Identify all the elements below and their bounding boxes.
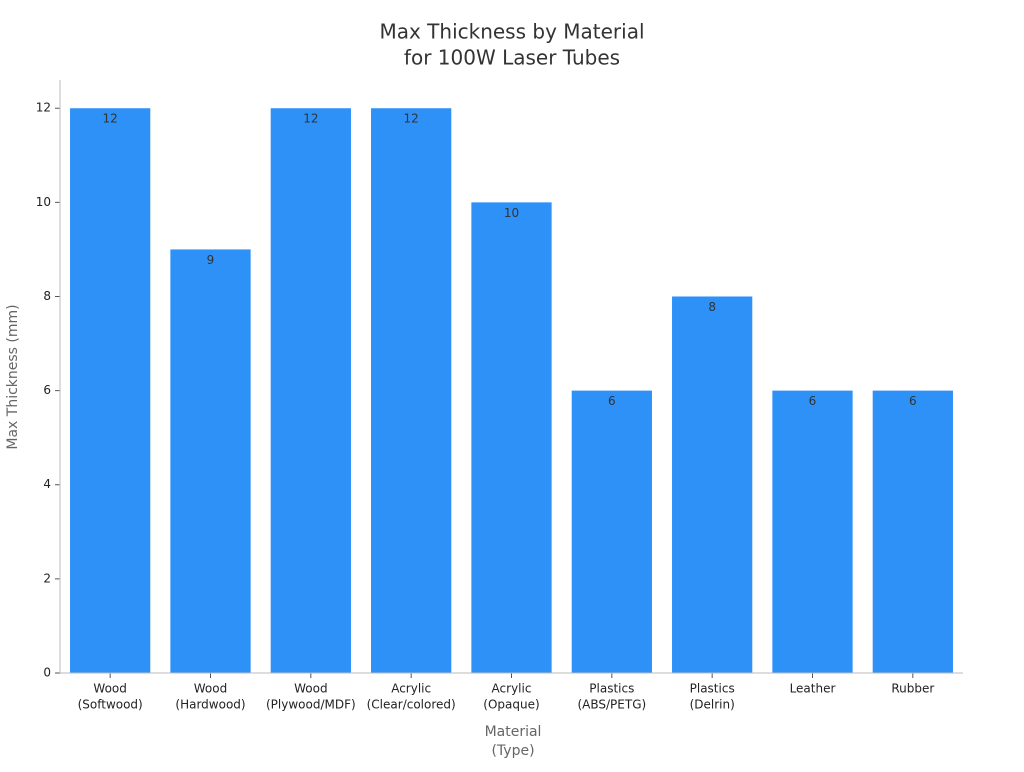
x-tick-label: Wood xyxy=(294,682,327,696)
x-tick-label: (Clear/colored) xyxy=(367,698,456,712)
x-tick-label: (Delrin) xyxy=(690,698,735,712)
x-tick-label: (Plywood/MDF) xyxy=(266,698,356,712)
value-label: 9 xyxy=(207,253,215,267)
value-label: 8 xyxy=(708,300,716,314)
y-tick-label: 12 xyxy=(36,101,51,115)
y-tick-label: 4 xyxy=(43,477,51,491)
chart-title: for 100W Laser Tubes xyxy=(404,46,620,70)
x-tick-label: (Opaque) xyxy=(483,698,539,712)
bar xyxy=(371,108,452,673)
value-label: 6 xyxy=(809,394,817,408)
y-axis-label: Max Thickness (mm) xyxy=(5,304,21,449)
bar xyxy=(672,296,753,673)
value-label: 12 xyxy=(303,112,318,126)
x-tick-label: Plastics xyxy=(690,682,735,696)
bar xyxy=(170,249,251,673)
x-tick-label: (ABS/PETG) xyxy=(577,698,646,712)
y-tick-label: 10 xyxy=(36,195,51,209)
bar xyxy=(471,202,552,673)
bar xyxy=(70,108,151,673)
x-tick-label: Acrylic xyxy=(492,682,532,696)
value-label: 6 xyxy=(909,394,917,408)
value-label: 10 xyxy=(504,206,519,220)
x-axis-label: (Type) xyxy=(491,743,534,759)
y-tick-label: 8 xyxy=(43,289,51,303)
value-label: 12 xyxy=(404,112,419,126)
value-label: 6 xyxy=(608,394,616,408)
y-tick-label: 2 xyxy=(43,571,51,585)
x-axis-label: Material xyxy=(485,724,542,740)
x-tick-label: (Hardwood) xyxy=(175,698,245,712)
bar xyxy=(772,390,853,673)
chart-title: Max Thickness by Material xyxy=(379,20,644,44)
x-tick-label: (Softwood) xyxy=(78,698,143,712)
x-tick-label: Leather xyxy=(790,682,836,696)
bar xyxy=(270,108,351,673)
x-tick-label: Wood xyxy=(194,682,227,696)
x-tick-label: Rubber xyxy=(891,682,934,696)
x-tick-label: Acrylic xyxy=(391,682,431,696)
y-tick-label: 0 xyxy=(43,666,51,680)
x-tick-label: Wood xyxy=(93,682,126,696)
bar xyxy=(571,390,652,673)
y-tick-label: 6 xyxy=(43,383,51,397)
x-tick-label: Plastics xyxy=(589,682,634,696)
bar xyxy=(872,390,953,673)
value-label: 12 xyxy=(103,112,118,126)
